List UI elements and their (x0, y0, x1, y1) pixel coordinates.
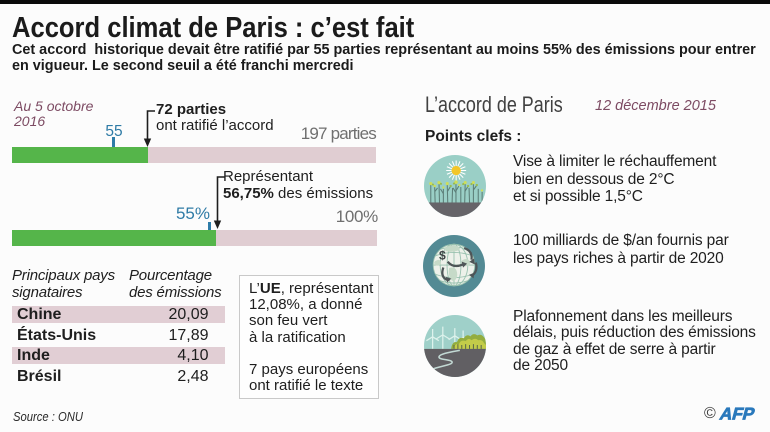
svg-text:$: $ (439, 249, 446, 263)
svg-text:AFP: AFP (718, 404, 757, 423)
